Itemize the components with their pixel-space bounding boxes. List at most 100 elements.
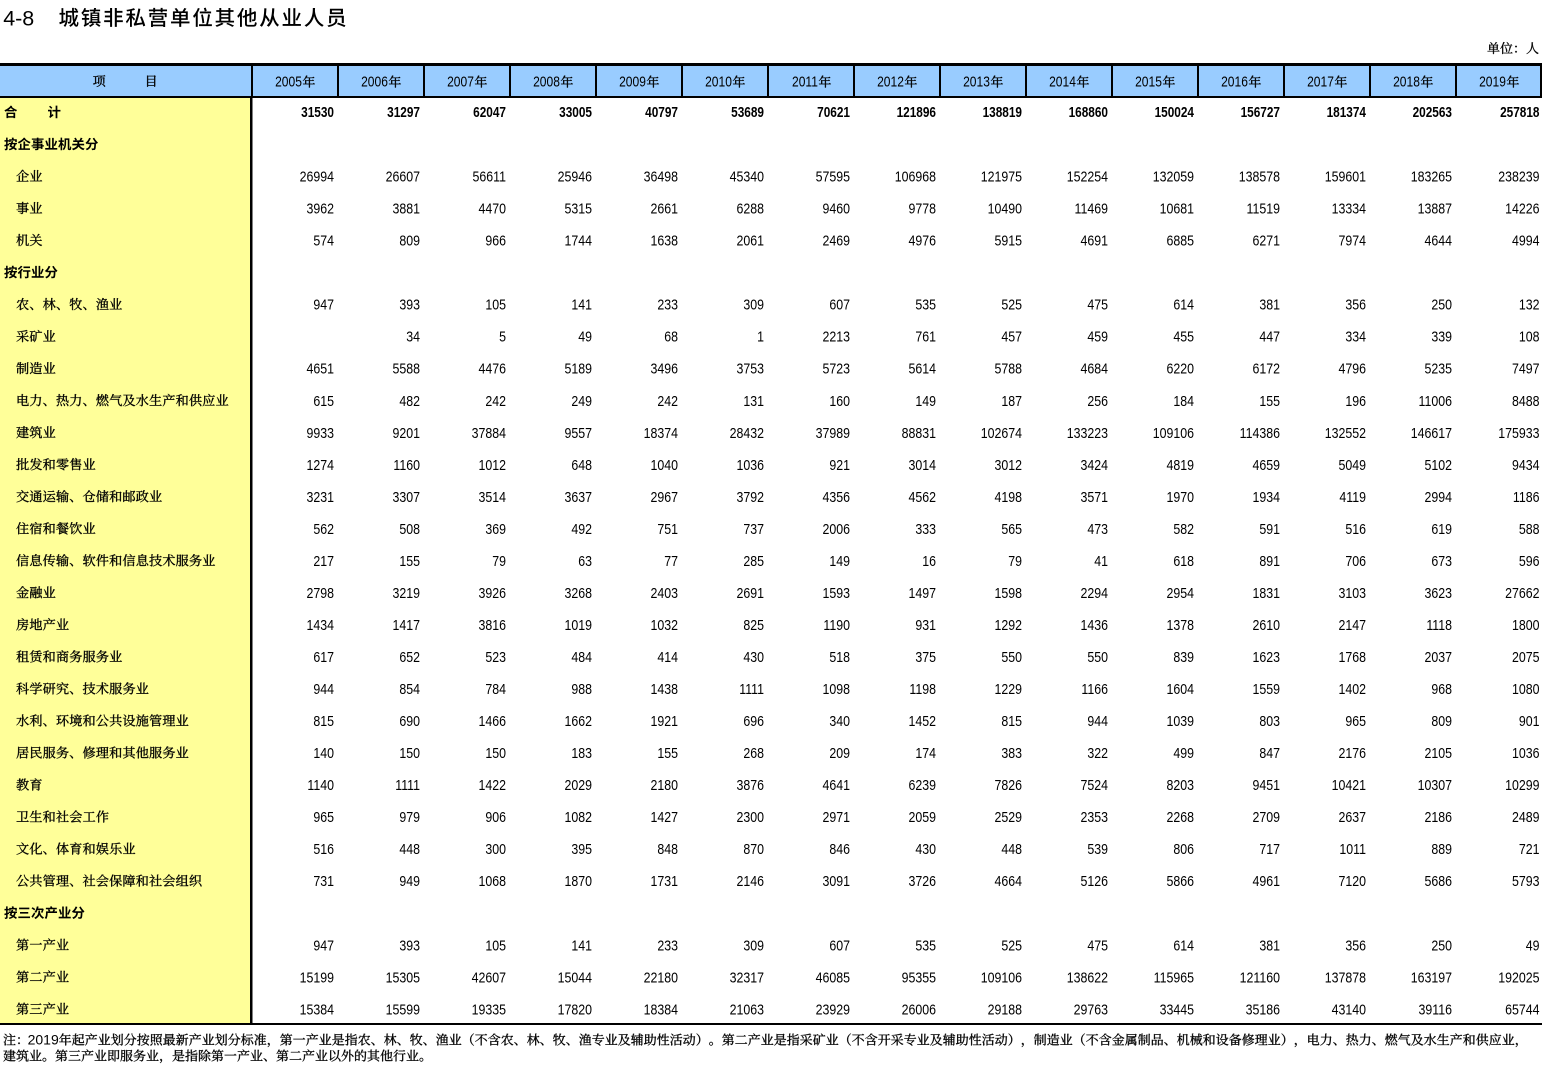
svg-text:944: 944 (1087, 713, 1108, 729)
svg-text:947: 947 (313, 937, 334, 953)
svg-text:1744: 1744 (564, 233, 592, 249)
svg-text:5866: 5866 (1166, 873, 1194, 889)
svg-text:690: 690 (399, 713, 420, 729)
svg-text:806: 806 (1173, 841, 1194, 857)
svg-text:114386: 114386 (1240, 425, 1281, 441)
svg-text:2006: 2006 (822, 521, 850, 537)
svg-text:163197: 163197 (1411, 969, 1452, 985)
svg-text:9451: 9451 (1252, 777, 1280, 793)
svg-text:1662: 1662 (564, 713, 592, 729)
svg-text:550: 550 (1001, 649, 1022, 665)
svg-text:731: 731 (313, 873, 334, 889)
svg-text:77: 77 (664, 553, 678, 569)
svg-text:1623: 1623 (1252, 649, 1280, 665)
svg-text:2637: 2637 (1338, 809, 1366, 825)
svg-text:5686: 5686 (1424, 873, 1452, 889)
svg-text:156727: 156727 (1241, 104, 1280, 120)
svg-text:121896: 121896 (897, 104, 936, 120)
svg-text:618: 618 (1173, 553, 1194, 569)
svg-text:2075: 2075 (1512, 649, 1540, 665)
svg-text:15384: 15384 (300, 1001, 335, 1017)
svg-text:1274: 1274 (306, 457, 334, 473)
svg-text:4476: 4476 (478, 361, 506, 377)
svg-text:615: 615 (313, 393, 334, 409)
svg-text:721: 721 (1519, 841, 1540, 857)
svg-text:582: 582 (1173, 521, 1194, 537)
svg-text:737: 737 (743, 521, 764, 537)
svg-text:619: 619 (1431, 521, 1452, 537)
svg-text:1080: 1080 (1512, 681, 1540, 697)
svg-text:2529: 2529 (994, 809, 1022, 825)
svg-text:2019: 2019 (1479, 73, 1506, 89)
svg-text:1198: 1198 (909, 681, 936, 697)
svg-text:15044: 15044 (558, 969, 593, 985)
svg-text:375: 375 (915, 649, 936, 665)
svg-text:1559: 1559 (1252, 681, 1280, 697)
svg-text:3231: 3231 (306, 489, 334, 505)
svg-text:891: 891 (1259, 553, 1280, 569)
svg-text:889: 889 (1431, 841, 1452, 857)
svg-text:10490: 10490 (988, 201, 1023, 217)
svg-text:15599: 15599 (386, 1001, 420, 1017)
svg-text:257818: 257818 (1500, 104, 1539, 120)
svg-text:35186: 35186 (1246, 1001, 1281, 1017)
svg-text:79: 79 (492, 553, 506, 569)
svg-text:508: 508 (399, 521, 420, 537)
svg-text:673: 673 (1431, 553, 1452, 569)
svg-text:1160: 1160 (393, 457, 420, 473)
svg-text:4819: 4819 (1166, 457, 1194, 473)
svg-text:340: 340 (829, 713, 850, 729)
svg-text:149: 149 (829, 553, 850, 569)
svg-text:3219: 3219 (392, 585, 420, 601)
svg-text:2994: 2994 (1424, 489, 1452, 505)
svg-text:381: 381 (1259, 297, 1280, 313)
svg-text:300: 300 (485, 841, 506, 857)
svg-text:22180: 22180 (644, 969, 679, 985)
svg-text:3424: 3424 (1080, 457, 1108, 473)
svg-text:41: 41 (1094, 553, 1108, 569)
svg-text:1111: 1111 (739, 681, 764, 697)
svg-text:395: 395 (571, 841, 592, 857)
svg-text:15199: 15199 (300, 969, 334, 985)
svg-text:1: 1 (757, 329, 764, 345)
svg-text:516: 516 (313, 841, 334, 857)
svg-text:309: 309 (743, 937, 764, 953)
svg-text:3962: 3962 (306, 201, 334, 217)
svg-text:4470: 4470 (478, 201, 506, 217)
svg-text:2353: 2353 (1080, 809, 1108, 825)
svg-text:31530: 31530 (301, 104, 334, 120)
svg-text:115965: 115965 (1154, 969, 1195, 985)
svg-text:57595: 57595 (816, 169, 851, 185)
svg-text:1427: 1427 (650, 809, 678, 825)
svg-text:242: 242 (657, 393, 678, 409)
svg-text:37989: 37989 (816, 425, 850, 441)
svg-text:414: 414 (657, 649, 678, 665)
svg-text:565: 565 (1001, 521, 1022, 537)
svg-text:29188: 29188 (988, 1001, 1023, 1017)
svg-text:1292: 1292 (994, 617, 1022, 633)
svg-text:209: 209 (829, 745, 850, 761)
svg-text:6239: 6239 (908, 777, 936, 793)
svg-text:1434: 1434 (306, 617, 334, 633)
svg-text:475: 475 (1087, 937, 1108, 953)
svg-text:2059: 2059 (908, 809, 936, 825)
svg-text:7497: 7497 (1512, 361, 1540, 377)
svg-text:652: 652 (399, 649, 420, 665)
svg-text:1870: 1870 (564, 873, 592, 889)
svg-text:1452: 1452 (908, 713, 936, 729)
svg-text:108: 108 (1519, 329, 1540, 345)
svg-text:535: 535 (915, 937, 936, 953)
svg-text:473: 473 (1087, 521, 1108, 537)
svg-text:854: 854 (399, 681, 420, 697)
svg-text:4664: 4664 (994, 873, 1022, 889)
svg-text:550: 550 (1087, 649, 1108, 665)
svg-text:5: 5 (499, 329, 506, 345)
svg-text:334: 334 (1345, 329, 1366, 345)
svg-text:95355: 95355 (902, 969, 937, 985)
svg-text:5723: 5723 (822, 361, 850, 377)
svg-text:4691: 4691 (1080, 233, 1108, 249)
svg-text:174: 174 (915, 745, 936, 761)
svg-text:138819: 138819 (983, 104, 1022, 120)
svg-text:141: 141 (571, 297, 592, 313)
svg-text:617: 617 (313, 649, 334, 665)
